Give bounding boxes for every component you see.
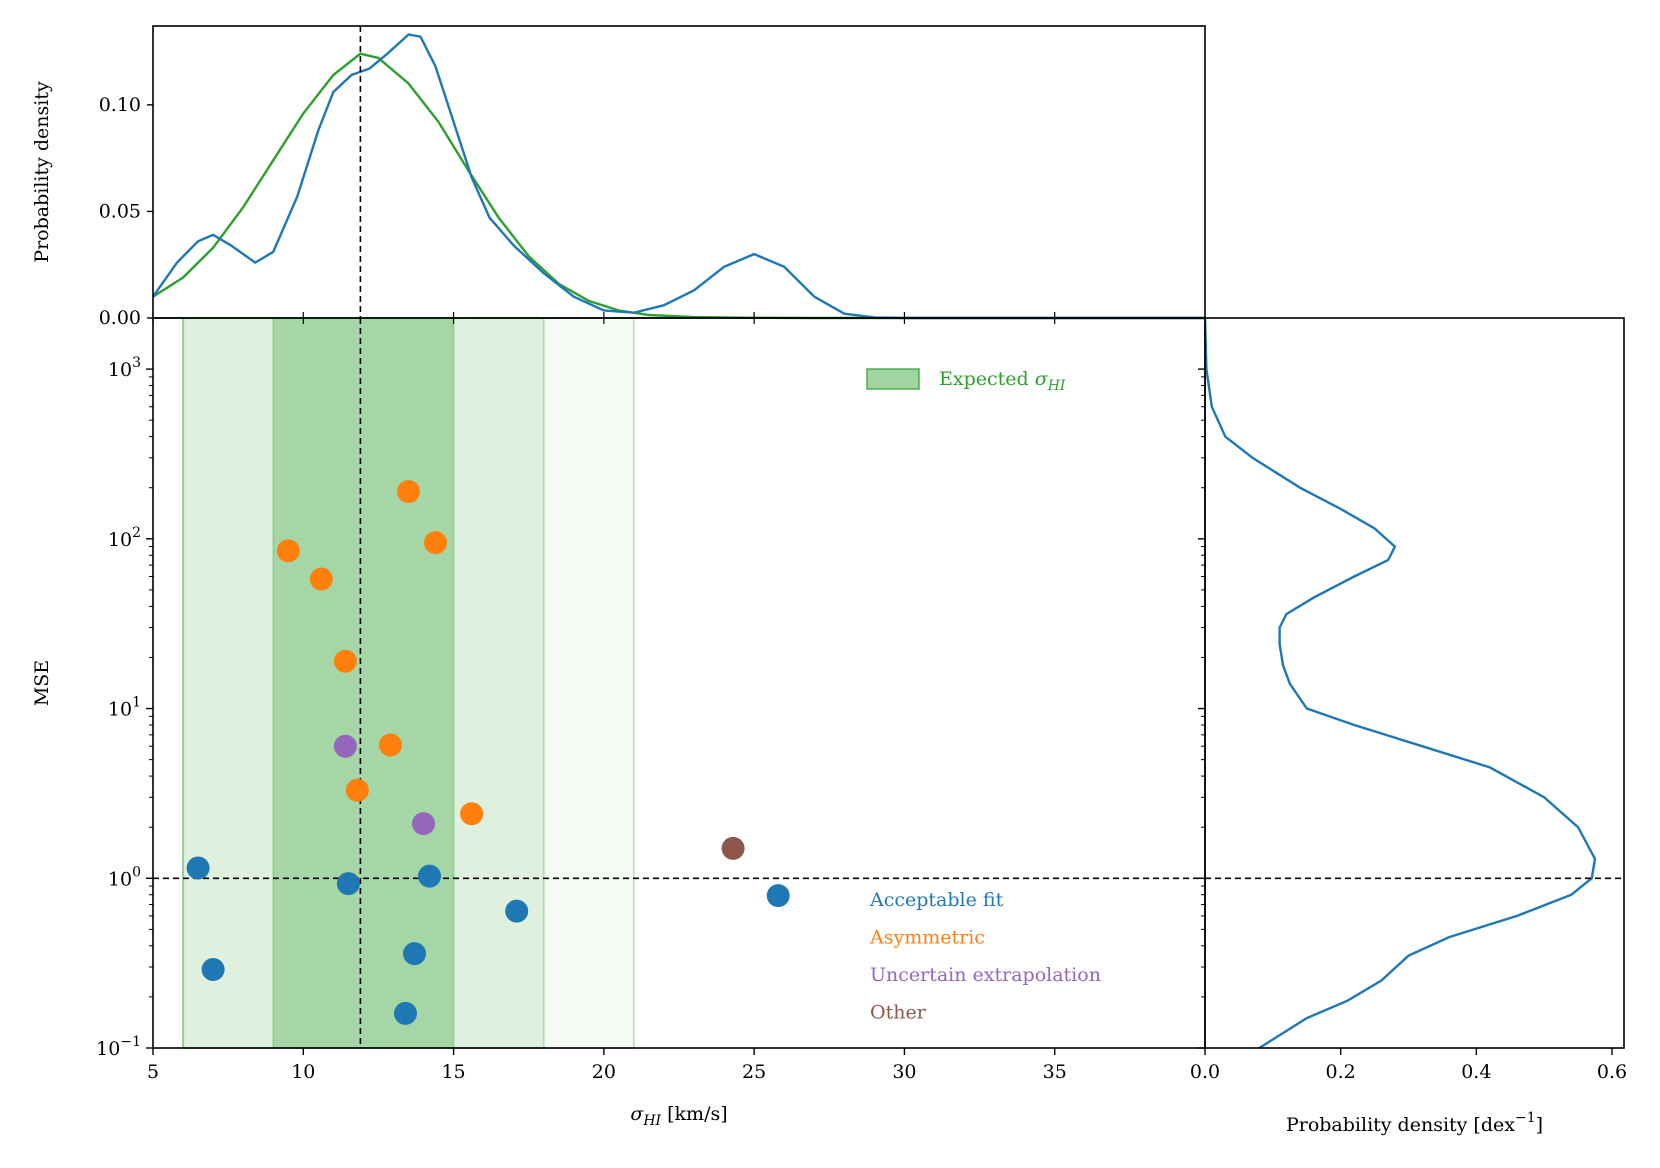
main-y-tick-label: 10−1 xyxy=(96,1034,141,1060)
mse-density-curve xyxy=(1205,318,1597,1048)
top-y-tick-label: 0.00 xyxy=(99,307,141,329)
expected-band-1 xyxy=(182,317,635,1049)
category-legend-label: Asymmetric xyxy=(869,927,985,949)
scatter-point xyxy=(336,872,360,896)
right-x-tick-label: 0.0 xyxy=(1190,1061,1220,1083)
main-x-tick-label: 25 xyxy=(742,1061,766,1083)
observed-density-curve xyxy=(152,33,1205,320)
scatter-point xyxy=(393,1001,417,1025)
scatter-point xyxy=(396,480,420,504)
top-y-tick-label: 0.05 xyxy=(99,200,141,222)
expected-density-curve xyxy=(152,52,1205,320)
main-y-tick-label: 103 xyxy=(108,355,141,381)
main-x-tick-label: 15 xyxy=(441,1061,465,1083)
scatter-point xyxy=(201,958,225,982)
scatter-point xyxy=(345,778,369,802)
main-y-tick-label: 100 xyxy=(108,864,141,890)
scatter-point xyxy=(412,812,436,836)
category-legend-label: Acceptable fit xyxy=(869,889,1004,911)
category-legend-label: Uncertain extrapolation xyxy=(870,964,1101,986)
top-y-axis-label: Probability density xyxy=(31,81,53,263)
main-x-tick-label: 30 xyxy=(892,1061,916,1083)
main-x-tick-label: 5 xyxy=(147,1061,159,1083)
scatter-point xyxy=(766,884,790,908)
scatter-point xyxy=(378,733,402,757)
right-x-tick-label: 0.2 xyxy=(1326,1061,1356,1083)
scatter-point xyxy=(276,539,300,563)
main-x-tick-label: 35 xyxy=(1043,1061,1067,1083)
scatter-point xyxy=(424,531,448,555)
right-x-tick-label: 0.4 xyxy=(1461,1061,1491,1083)
main-y-tick-label: 101 xyxy=(108,695,141,721)
right-density-panel: 0.0 0.2 0.4 0.6 Probability density [dex−1] xyxy=(1190,317,1627,1136)
scatter-point xyxy=(333,734,357,758)
scatter-point xyxy=(333,649,357,673)
scatter-point xyxy=(721,836,745,860)
scatter-point xyxy=(186,856,210,880)
top-density-panel: 0.00 0.05 0.10 Probability density xyxy=(31,25,1206,329)
category-legend-label: Other xyxy=(870,1002,927,1024)
scatter-point xyxy=(309,567,333,591)
expected-band-2 xyxy=(182,317,545,1049)
top-y-tick-label: 0.10 xyxy=(99,94,141,116)
scatter-point xyxy=(418,864,442,888)
main-y-axis-label: MSE xyxy=(31,660,53,706)
main-x-tick-label: 10 xyxy=(291,1061,315,1083)
right-x-tick-label: 0.6 xyxy=(1597,1061,1627,1083)
scatter-point xyxy=(460,802,484,826)
expected-band-3 xyxy=(272,317,455,1049)
main-x-axis-label: σHI [km/s] xyxy=(630,1103,727,1129)
main-y-tick-label: 102 xyxy=(108,525,141,551)
band-legend-label: Expected σHI xyxy=(939,368,1066,394)
scatter-point xyxy=(402,942,426,966)
right-panel-frame xyxy=(1204,317,1625,1049)
right-x-axis-label: Probability density [dex−1] xyxy=(1286,1110,1543,1136)
main-x-tick-label: 20 xyxy=(592,1061,616,1083)
top-panel-frame xyxy=(152,25,1206,319)
scatter-point xyxy=(505,899,529,923)
main-scatter-panel: 5 10 15 20 25 30 35 10−1 100 101 102 103 σHI [km/s] M… xyxy=(31,317,1206,1129)
band-legend-swatch xyxy=(866,368,920,390)
